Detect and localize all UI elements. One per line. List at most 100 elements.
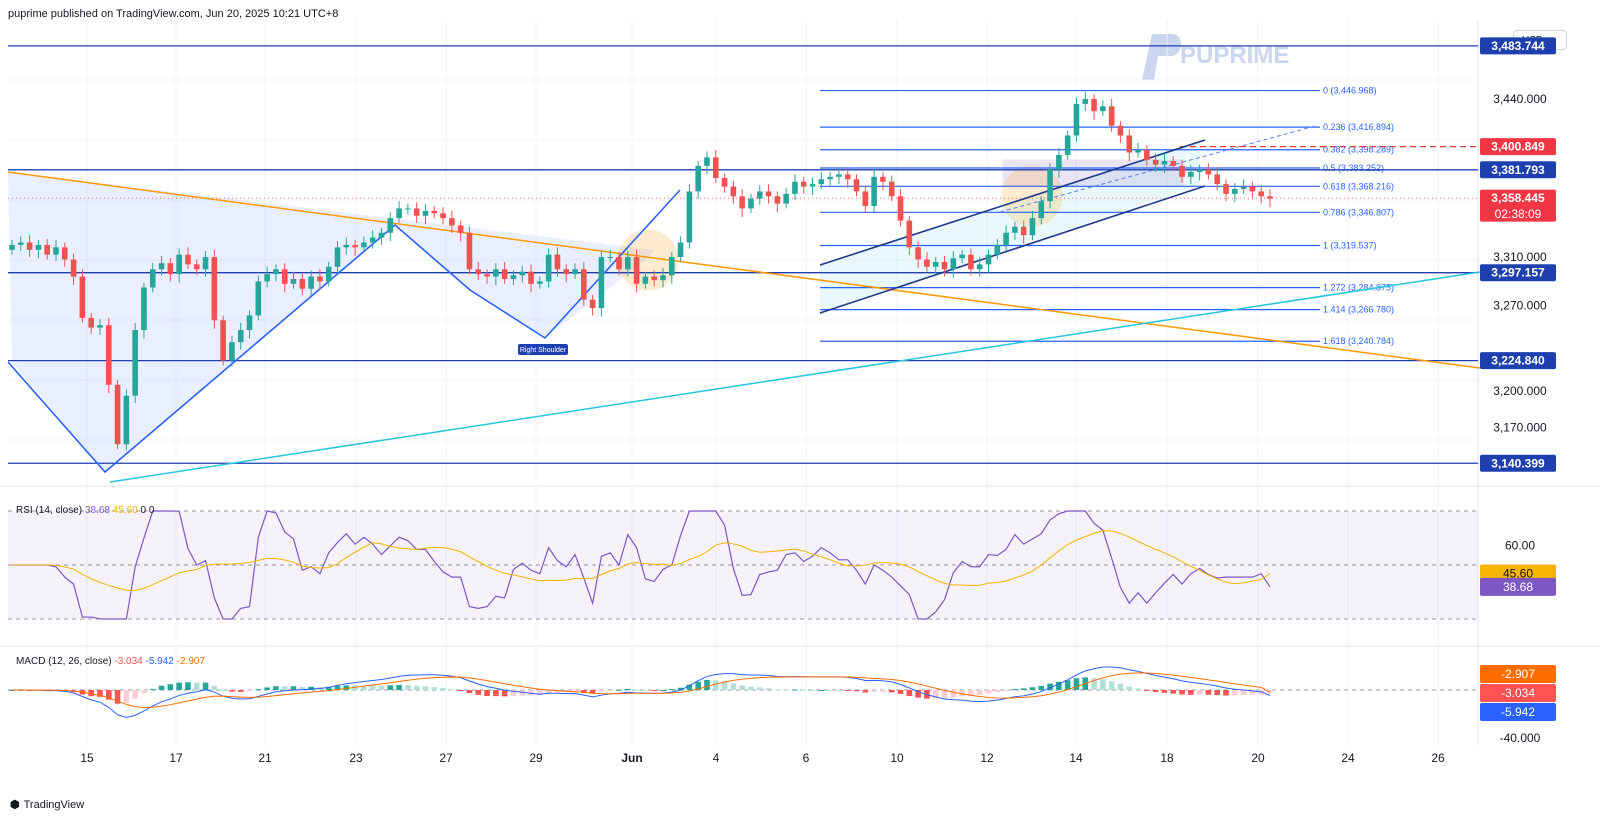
signal-legend-value: -2.907	[176, 656, 206, 667]
candle-body	[537, 281, 543, 284]
tradingview-footer[interactable]: ⬢ TradingView	[10, 798, 84, 811]
macd-histogram-bar	[888, 690, 895, 693]
candle-body	[985, 254, 992, 265]
macd-histogram-bar	[739, 685, 745, 690]
candle-body	[290, 278, 297, 284]
candle-body	[44, 244, 50, 255]
candle-body	[633, 257, 640, 284]
macd-histogram-bar	[510, 690, 517, 697]
price-label-value: 3,358.445	[1491, 191, 1545, 205]
annotation-box	[518, 344, 568, 355]
time-tick-label: 4	[713, 751, 720, 765]
price-label-value: 3,224.840	[1491, 354, 1545, 368]
macd-histogram-bar	[185, 682, 191, 690]
rsi-ma-value: 45.60	[1503, 566, 1533, 580]
macd-histogram-bar	[1091, 678, 1097, 690]
time-tick-label: 24	[1341, 751, 1355, 765]
price-tick-label: 3,440.000	[1493, 92, 1547, 106]
candle-body	[941, 261, 948, 270]
macd-histogram-bar	[132, 690, 138, 699]
macd-histogram-bar	[976, 690, 983, 695]
candle-body	[950, 258, 957, 270]
candle-body	[185, 254, 191, 265]
candle-body	[53, 247, 59, 255]
candle-body	[563, 269, 570, 275]
macd-histogram-bar	[985, 690, 992, 694]
price-tick-label: 3,200.000	[1493, 384, 1547, 398]
macd-histogram-bar	[1126, 686, 1133, 690]
macd-histogram-bar	[299, 686, 306, 690]
candle-body	[317, 276, 323, 282]
candle-body	[149, 269, 156, 288]
macd-histogram-bar	[1152, 690, 1159, 693]
macd-histogram-bar	[378, 685, 385, 690]
macd-histogram-bar	[176, 682, 182, 690]
candle-body	[774, 196, 781, 204]
macd-histogram-bar	[158, 685, 165, 690]
macd-histogram-bar	[897, 690, 904, 694]
trend-lines: Right Shoulder	[7, 125, 1481, 483]
fib-level-label: 0 (3,446.968)	[1323, 86, 1377, 96]
rsi-legend-extra-2: 0	[148, 505, 155, 516]
macd-histogram-bar	[290, 686, 297, 690]
macd-histogram-bar	[572, 690, 578, 692]
macd-histogram-bar	[730, 683, 737, 690]
candle-body	[642, 276, 649, 284]
candle-body	[158, 263, 165, 270]
macd-histogram-bar	[1064, 680, 1071, 690]
macd-histogram-bar	[361, 685, 367, 690]
pattern-fill	[8, 172, 655, 472]
candle-body	[1108, 106, 1115, 126]
candle-body	[255, 281, 262, 316]
price-label-box	[1480, 161, 1556, 179]
pattern-outline	[7, 189, 681, 474]
macd-histogram-bar	[211, 685, 218, 690]
candle-body	[211, 257, 218, 321]
candle-body	[1152, 159, 1159, 165]
rsi-value: 38.68	[1503, 580, 1533, 594]
candle-body	[765, 191, 772, 197]
candle-body	[897, 196, 904, 221]
candle-body	[325, 266, 332, 282]
publisher-header: puprime published on TradingView.com, Ju…	[8, 8, 339, 20]
fib-level-label: 0.786 (3,346.807)	[1323, 207, 1394, 217]
candle-body	[1012, 226, 1018, 233]
macd-histogram-bar	[721, 681, 728, 690]
macd-histogram-bar	[97, 690, 103, 697]
macd-tick-label: -40.000	[1500, 731, 1541, 745]
candle-body	[132, 330, 138, 396]
candle-body	[1064, 135, 1071, 155]
macd-histogram-bar	[625, 688, 631, 690]
macd-histogram-bar	[123, 690, 130, 704]
candle-body	[229, 342, 235, 361]
fib-level-label: 0.618 (3,368.216)	[1323, 181, 1394, 191]
macd-histogram-bar	[607, 690, 614, 691]
candle-body	[105, 325, 112, 385]
macd-histogram-bar	[1029, 687, 1036, 690]
macd-histogram-bar	[616, 689, 622, 691]
candle-body	[70, 259, 77, 277]
macd-histogram-bar	[554, 690, 561, 693]
macd-histogram-bar	[229, 690, 235, 692]
macd-histogram-bar	[1117, 683, 1124, 690]
rsi-panel	[8, 510, 1478, 620]
candle-body	[976, 264, 983, 270]
macd-histogram-bar	[237, 690, 244, 692]
macd-hist-legend-value: -3.034	[114, 656, 143, 667]
macd-panel	[8, 666, 1478, 719]
candle-body	[880, 176, 886, 182]
macd-histogram-bar	[756, 687, 763, 690]
candle-body	[1161, 161, 1168, 165]
price-label-value: 3,297.157	[1491, 266, 1545, 280]
macd-histogram-bar	[686, 684, 693, 690]
candle-body	[800, 181, 807, 187]
macd-histogram-bar	[281, 686, 288, 690]
macd-histogram-bar	[405, 685, 411, 690]
candle-body	[616, 257, 622, 270]
macd-histogram-bar	[651, 690, 657, 691]
macd-histogram-bar	[114, 690, 121, 704]
candle-body	[888, 181, 895, 197]
candle-body	[449, 218, 455, 226]
candle-body	[1188, 171, 1194, 177]
candle-body	[695, 165, 701, 192]
